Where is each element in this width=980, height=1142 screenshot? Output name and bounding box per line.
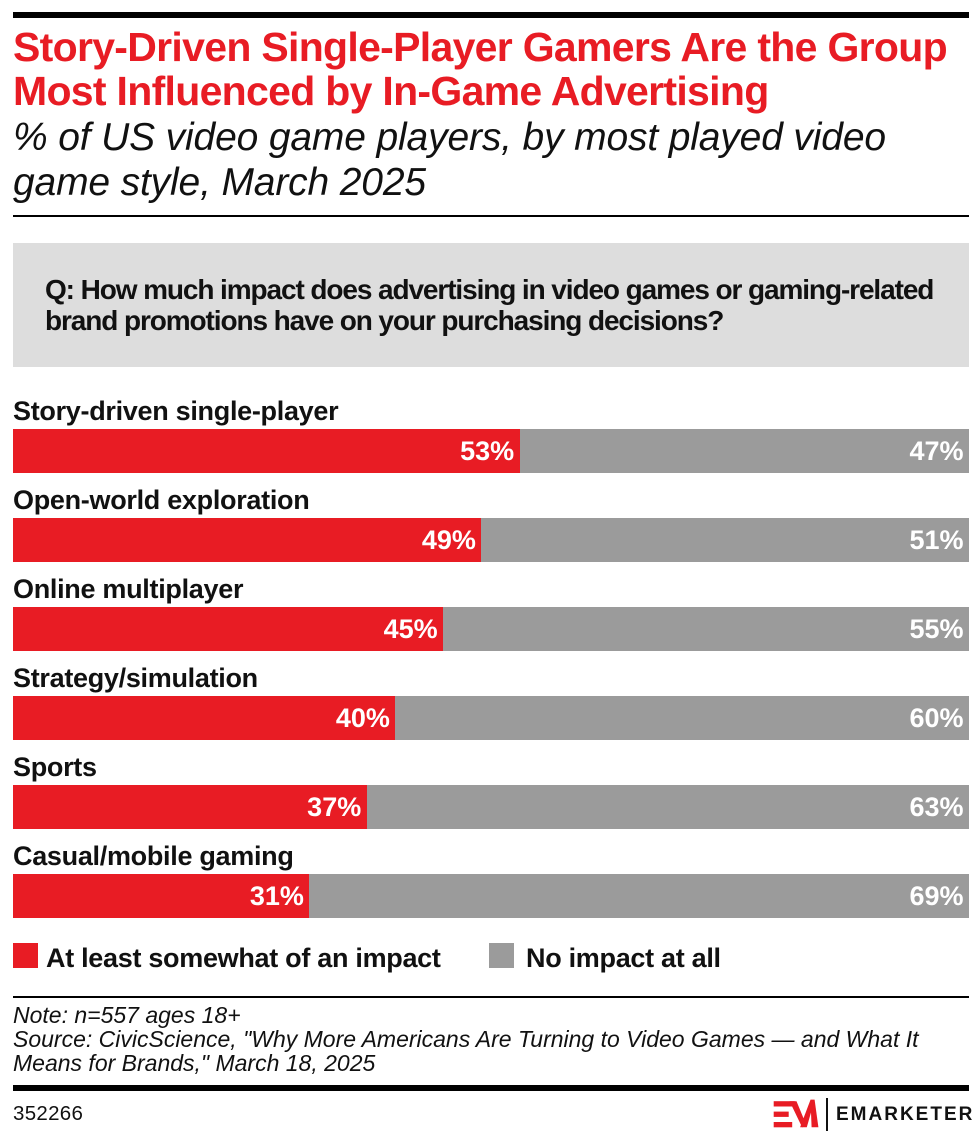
- svg-text:EMARKETER: EMARKETER: [836, 1104, 972, 1125]
